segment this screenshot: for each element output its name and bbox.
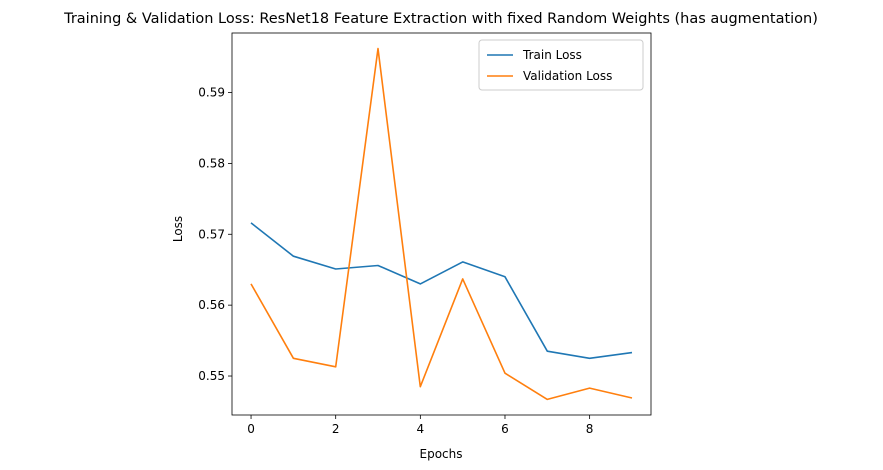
y-tick-label: 0.56 — [198, 298, 225, 312]
series-line-train-loss — [250, 222, 633, 360]
chart-title: Training & Validation Loss: ResNet18 Fea… — [63, 11, 818, 27]
legend-label-validation-loss: Validation Loss — [523, 69, 612, 83]
x-axis: 0 2 4 6 8 — [247, 415, 593, 436]
y-axis: 0.55 0.56 0.57 0.58 0.59 — [198, 86, 232, 383]
plot-frame — [231, 32, 652, 416]
series-line-validation-loss — [250, 47, 633, 401]
x-tick-label: 8 — [586, 422, 594, 436]
y-tick-label: 0.58 — [198, 156, 225, 170]
y-tick-label: 0.59 — [198, 86, 225, 100]
x-tick-label: 4 — [417, 422, 425, 436]
legend-label-train-loss: Train Loss — [522, 48, 582, 62]
plot-area — [231, 32, 652, 416]
legend: Train Loss Validation Loss — [478, 39, 644, 91]
y-tick-label: 0.57 — [198, 227, 225, 241]
x-tick-label: 6 — [501, 422, 509, 436]
x-tick-label: 2 — [332, 422, 340, 436]
y-axis-label: Loss — [171, 216, 185, 242]
x-axis-label: Epochs — [420, 447, 463, 461]
series-lines — [250, 47, 633, 401]
y-tick-label: 0.55 — [198, 369, 225, 383]
x-tick-label: 0 — [247, 422, 255, 436]
legend-box — [478, 39, 644, 91]
